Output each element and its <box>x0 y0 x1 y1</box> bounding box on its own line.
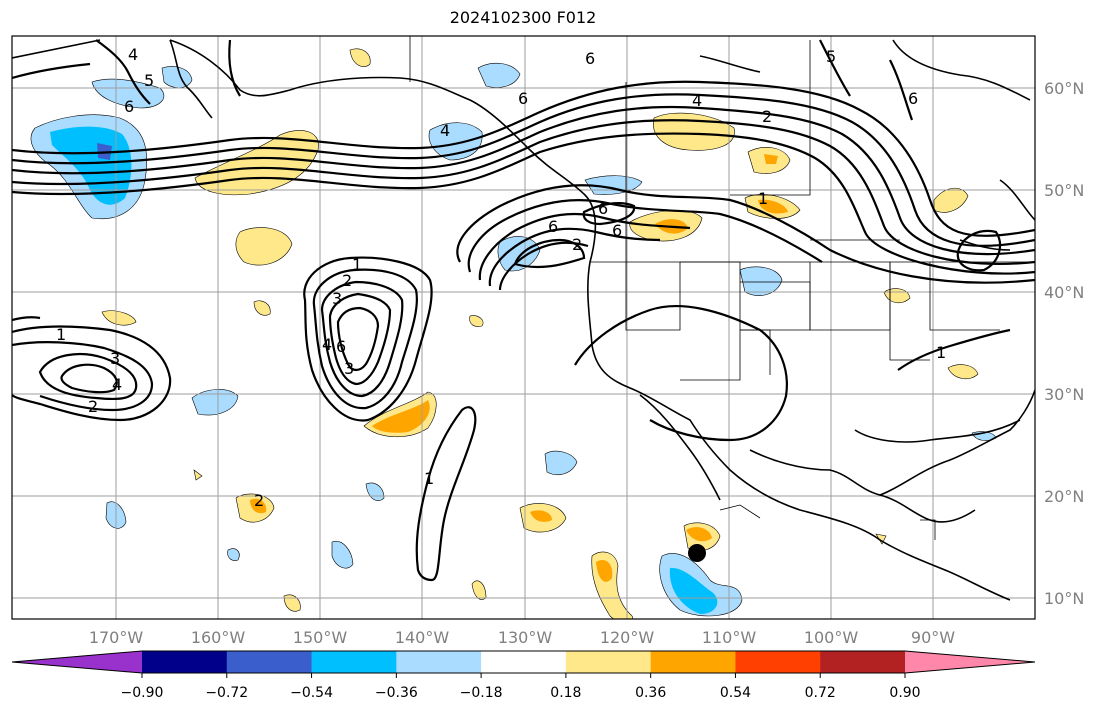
lon-tick-label: 170°W <box>89 628 144 647</box>
colorbar-tick-label: 0.54 <box>720 685 751 701</box>
contour-label: 2 <box>342 271 352 290</box>
positive-shading <box>101 48 979 619</box>
contour-label: 6 <box>585 49 595 68</box>
colorbar-extend-low <box>12 651 142 673</box>
colorbar: −0.90 −0.72 −0.54 −0.36 −0.18 0.18 0.36 0.54 0.7… <box>11 650 1036 701</box>
lon-tick-label: 130°W <box>498 628 553 647</box>
longitude-labels: 170°W 160°W 150°W 140°W 130°W 120°W 110°… <box>89 628 955 647</box>
contour-label: 6 <box>518 89 528 108</box>
lat-tick-label: 10°N <box>1044 589 1084 608</box>
lat-tick-label: 20°N <box>1044 487 1084 506</box>
contour-label: 5 <box>144 71 154 90</box>
colorbar-tick-label: 0.72 <box>805 685 836 701</box>
lon-tick-label: 100°W <box>804 628 859 647</box>
colorbar-tick-label: −0.54 <box>290 685 333 701</box>
contour-label: 3 <box>344 359 354 378</box>
contour-label: 1 <box>936 343 946 362</box>
contour-label: 1 <box>352 255 362 274</box>
colorbar-tick-label: −0.72 <box>205 685 248 701</box>
colorbar-tick-label: 0.18 <box>550 685 581 701</box>
contour-label: 6 <box>336 337 346 356</box>
contour-label: 6 <box>908 89 918 108</box>
contour-label: 1 <box>56 325 66 344</box>
colorbar-bin <box>820 651 906 673</box>
contour-label: 3 <box>110 349 120 368</box>
contour-label-group: 6 5 4 6 6 4 2 6 5 6 2 6 1 1 2 3 4 1 2 3 … <box>56 45 946 510</box>
contour-label: 1 <box>758 189 768 208</box>
colorbar-bin <box>311 651 397 673</box>
colorbar-bin <box>650 651 736 673</box>
contour-label: 6 <box>548 217 558 236</box>
colorbar-tick-label: 0.90 <box>889 685 920 701</box>
contour-label: 5 <box>826 47 836 66</box>
colorbar-bin <box>735 651 821 673</box>
colorbar-bin <box>226 651 313 673</box>
lon-tick-label: 160°W <box>191 628 246 647</box>
colorbar-tick-label: −0.36 <box>375 685 418 701</box>
contours <box>12 39 1035 582</box>
contour-label: 2 <box>88 397 98 416</box>
state-borders <box>409 36 1035 540</box>
map-title: 2024102300 F012 <box>449 8 597 27</box>
lon-tick-label: 110°W <box>702 628 757 647</box>
lon-tick-label: 140°W <box>395 628 450 647</box>
lon-tick-label: 120°W <box>600 628 655 647</box>
graticule <box>12 36 1035 619</box>
contour-label: 4 <box>112 375 122 394</box>
lat-tick-label: 50°N <box>1044 181 1084 200</box>
contour-label: 4 <box>322 335 332 354</box>
lon-tick-label: 150°W <box>293 628 348 647</box>
colorbar-tick-label: −0.90 <box>121 685 164 701</box>
contour-label: 6 <box>124 97 134 116</box>
coastlines <box>12 39 1035 601</box>
lat-tick-label: 60°N <box>1044 79 1084 98</box>
latitude-labels: 60°N 50°N 40°N 30°N 20°N 10°N <box>1044 79 1084 608</box>
contour-label: 1 <box>424 469 434 488</box>
map-frame <box>11 35 1036 620</box>
contour-label: 4 <box>440 121 450 140</box>
colorbar-bin <box>396 651 482 673</box>
contour-label: 2 <box>254 491 264 510</box>
colorbar-extend-high <box>905 651 1035 673</box>
colorbar-bin <box>481 651 567 673</box>
contour-label: 4 <box>692 91 702 110</box>
contour-label: 3 <box>332 289 342 308</box>
colorbar-tick-label: 0.36 <box>635 685 666 701</box>
lat-tick-label: 30°N <box>1044 385 1084 404</box>
storm-position-marker <box>688 544 706 562</box>
colorbar-tick-label: −0.18 <box>460 685 503 701</box>
colorbar-bin <box>142 651 228 673</box>
contour-label: 2 <box>762 107 772 126</box>
contour-label: 2 <box>572 235 582 254</box>
lon-tick-label: 90°W <box>911 628 955 647</box>
contour-label: 6 <box>612 221 622 240</box>
contour-label: 6 <box>598 199 608 218</box>
contour-label: 4 <box>128 45 138 64</box>
colorbar-bin <box>565 651 652 673</box>
lat-tick-label: 40°N <box>1044 283 1084 302</box>
